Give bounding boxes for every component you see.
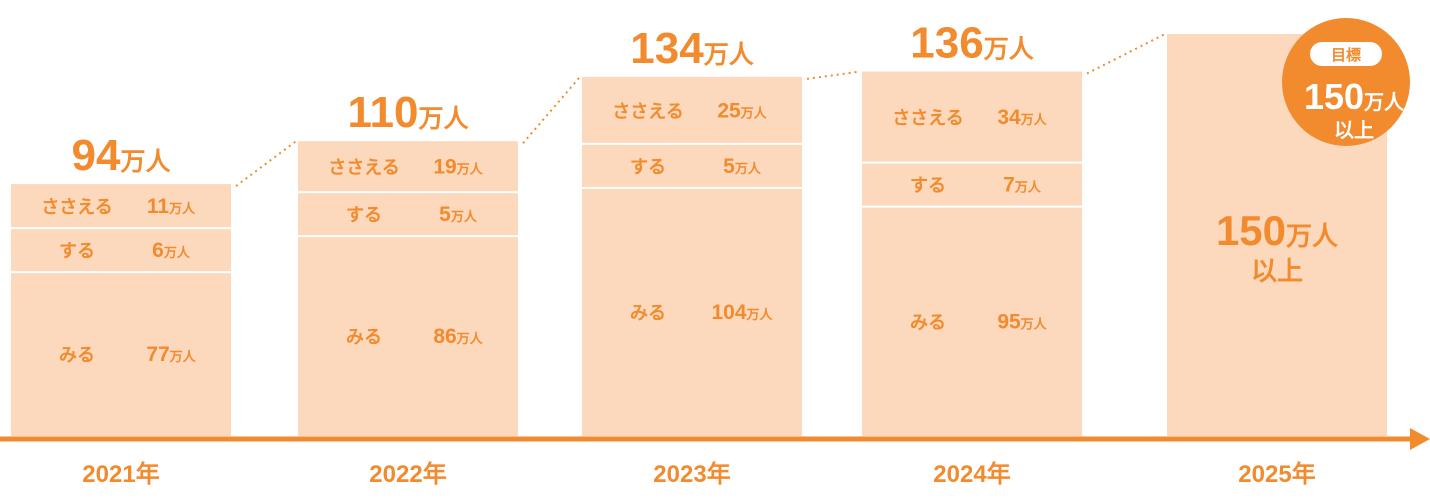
segment-value-みる-number: 104 [711, 301, 746, 324]
segment-value-みる: 95万人 [997, 310, 1047, 333]
segment-value-する-number: 5 [723, 155, 735, 178]
segment-value-する: 5万人 [723, 155, 762, 178]
segment-value-する: 5万人 [439, 203, 478, 226]
segment-value-ささえる-number: 25 [717, 99, 741, 122]
segment-value-みる: 77万人 [146, 343, 196, 366]
target-label-suffix: 以上 [1251, 256, 1303, 286]
segment-label-ささえる: ささえる [41, 197, 112, 217]
segment-value-ささえる: 19万人 [433, 156, 483, 179]
segment-label-みる: みる [346, 327, 382, 347]
total-label-2023年: 134万人 [630, 24, 753, 73]
year-label: 2024年 [933, 460, 1010, 488]
segment-label-ささえる: ささえる [892, 108, 963, 128]
segment-label-みる: みる [630, 303, 666, 323]
segment-value-ささえる-number: 34 [997, 106, 1021, 129]
segment-value-する-unit: 万人 [450, 209, 478, 224]
segment-value-ささえる-number: 19 [433, 156, 456, 179]
segment-label-みる: みる [59, 345, 95, 365]
total-label-2021年: 94万人 [72, 131, 171, 180]
segment-value-する-number: 6 [152, 239, 164, 262]
goal-badge-suffix: 以上 [1334, 119, 1374, 142]
segment-value-する-unit: 万人 [163, 245, 191, 260]
segment-value-する-unit: 万人 [734, 161, 762, 176]
segment-value-ささえる-unit: 万人 [740, 105, 768, 120]
segment-value-みる-number: 95 [997, 310, 1021, 333]
target-label: 150万人 [1216, 207, 1338, 254]
segment-value-みる-number: 77 [146, 343, 169, 366]
bar-2024年 [862, 71, 1082, 437]
segment-value-ささえる: 34万人 [997, 106, 1047, 129]
segment-value-ささえる-unit: 万人 [168, 201, 196, 216]
segment-value-ささえる-unit: 万人 [1020, 112, 1048, 127]
segment-value-ささえる: 11万人 [147, 195, 196, 218]
total-label-2023年-unit: 万人 [704, 41, 754, 69]
total-label-2024年-number: 136 [910, 19, 983, 68]
segment-value-みる-unit: 万人 [746, 307, 774, 322]
segment-label-ささえる: ささえる [612, 101, 683, 121]
trend-connector [235, 140, 297, 187]
segment-value-みる-unit: 万人 [456, 331, 484, 346]
segment-label-する: する [346, 205, 382, 225]
segment-value-みる-unit: 万人 [169, 349, 197, 364]
target-label-unit: 万人 [1286, 221, 1338, 251]
goal-badge-value-unit: 万人 [1363, 91, 1405, 114]
segment-value-ささえる: 25万人 [717, 99, 767, 122]
total-label-2022年: 110万人 [348, 88, 469, 137]
total-label-2021年-number: 94 [72, 131, 121, 180]
trend-connector [806, 70, 861, 80]
segment-value-する-number: 5 [439, 203, 451, 226]
segment-value-ささえる-unit: 万人 [456, 162, 484, 177]
segment-value-みる-number: 86 [433, 325, 456, 348]
segment-value-する-number: 7 [1003, 174, 1015, 197]
year-label: 2025年 [1238, 460, 1315, 488]
total-label-2021年-unit: 万人 [120, 148, 170, 176]
segment-value-みる: 104万人 [711, 301, 773, 324]
segment-value-する: 7万人 [1003, 174, 1042, 197]
bar-2023年 [582, 76, 802, 436]
goal-badge-pill [1310, 42, 1382, 66]
total-label-2022年-unit: 万人 [418, 105, 468, 133]
target-label-number: 150 [1216, 207, 1286, 254]
trend-connector [1086, 33, 1166, 75]
total-label-2022年-number: 110 [348, 88, 419, 137]
goal-badge-title: 目標 [1331, 46, 1361, 64]
segment-label-する: する [59, 241, 95, 261]
year-label: 2023年 [653, 460, 730, 488]
segment-label-する: する [910, 176, 946, 196]
segment-value-する: 6万人 [152, 239, 191, 262]
segment-label-みる: みる [910, 312, 946, 332]
total-label-2024年-unit: 万人 [984, 36, 1034, 64]
segment-value-する-unit: 万人 [1014, 180, 1042, 195]
year-label: 2021年 [82, 460, 159, 488]
total-label-2023年-number: 134 [630, 24, 704, 73]
trend-connector [522, 76, 581, 144]
year-label: 2022年 [369, 460, 446, 488]
total-label-2024年: 136万人 [910, 19, 1033, 68]
x-axis-arrow-icon [1410, 428, 1430, 450]
segment-value-みる-unit: 万人 [1020, 316, 1048, 331]
segment-value-ささえる-number: 11 [147, 195, 170, 218]
segment-label-ささえる: ささえる [328, 158, 399, 178]
goal-badge-value: 150万人 [1304, 76, 1405, 117]
goal-badge-value-number: 150 [1304, 76, 1364, 117]
bar-2022年 [298, 141, 518, 436]
segment-label-する: する [630, 157, 666, 177]
segment-value-みる: 86万人 [433, 325, 483, 348]
bar-2021年 [11, 184, 231, 436]
